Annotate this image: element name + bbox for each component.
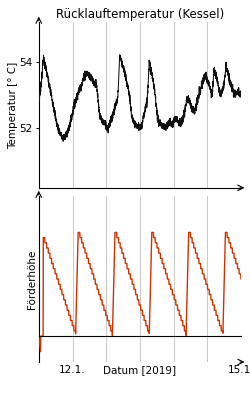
- Title: Rücklauftemperatur (Kessel): Rücklauftemperatur (Kessel): [56, 8, 224, 21]
- Y-axis label: Temperatur [° C]: Temperatur [° C]: [8, 61, 18, 148]
- Y-axis label: Förderhöhe: Förderhöhe: [27, 249, 37, 309]
